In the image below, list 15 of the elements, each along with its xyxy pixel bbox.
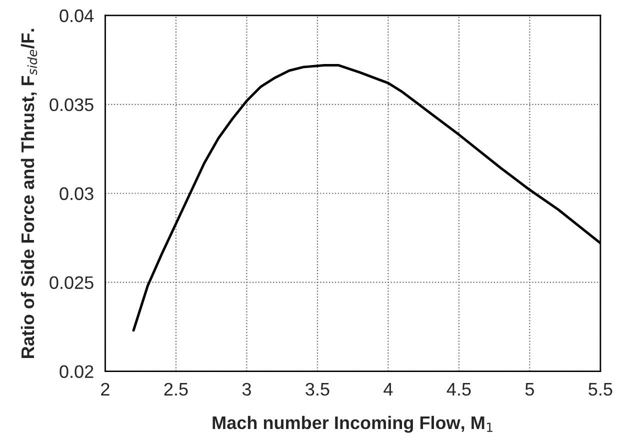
- y-tick-label: 0.025: [50, 276, 94, 290]
- y-tick-label: 0.03: [60, 187, 94, 200]
- x-tick-label: 4.5: [446, 383, 471, 396]
- x-tick-label: 5.5: [588, 383, 612, 396]
- x-tick-label: 2.5: [164, 382, 188, 396]
- y-axis-title: Ratio of Side Force and Thrust, F$_{side}$/F.: [20, 28, 38, 358]
- x-tick-label: 3.5: [306, 382, 330, 396]
- x-tick-label: 5: [525, 383, 534, 396]
- x-tick-label: 4: [384, 383, 393, 396]
- x-tick-label: 3: [242, 382, 251, 396]
- y-tick-label: 0.02: [60, 365, 94, 378]
- y-tick-label: 0.035: [50, 98, 94, 112]
- y-tick-label: 0.04: [60, 9, 94, 22]
- x-axis-title: Mach number Incoming Flow, M$_{1}$: [212, 416, 492, 433]
- x-tick-label: 2: [101, 382, 110, 396]
